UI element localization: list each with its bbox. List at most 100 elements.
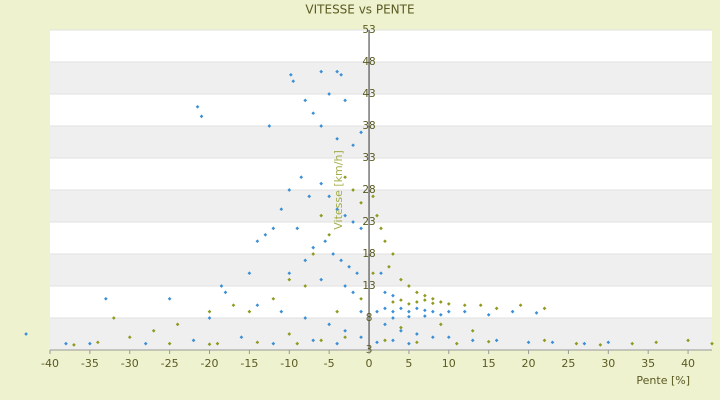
point [710, 341, 714, 346]
point [143, 341, 148, 346]
point [351, 143, 355, 148]
point [534, 311, 539, 315]
point [343, 98, 347, 103]
point [391, 338, 395, 343]
point [247, 309, 252, 314]
point [391, 316, 395, 320]
point [335, 309, 339, 314]
point [470, 338, 475, 343]
grid-band [50, 126, 712, 158]
point [335, 207, 339, 212]
x-tick-label: -15 [240, 357, 258, 370]
point [462, 309, 467, 314]
x-tick-label: 5 [405, 357, 412, 370]
point [72, 343, 76, 347]
point [175, 322, 180, 327]
point [215, 341, 220, 346]
point [343, 213, 347, 218]
point [407, 309, 411, 314]
point [446, 309, 451, 314]
point [438, 300, 443, 304]
point [407, 314, 411, 319]
point [239, 335, 244, 340]
point [399, 325, 403, 330]
point [407, 341, 411, 346]
x-tick-label: 30 [601, 357, 615, 370]
point [359, 200, 363, 205]
point [526, 340, 531, 345]
point [111, 316, 116, 320]
y-tick-label: 53 [362, 24, 375, 36]
point [423, 293, 427, 298]
point [311, 111, 316, 116]
point [486, 339, 491, 344]
point [271, 341, 276, 346]
point [167, 341, 172, 346]
point [478, 303, 483, 308]
point [319, 338, 324, 343]
grid-band [50, 62, 712, 94]
point [255, 303, 260, 308]
point [255, 239, 260, 244]
grid-band [50, 254, 712, 286]
point [335, 341, 339, 346]
point [598, 343, 603, 347]
point [399, 328, 403, 333]
point [167, 296, 172, 301]
point [331, 252, 335, 256]
x-tick-label: 35 [641, 357, 655, 370]
point [415, 290, 419, 295]
point [279, 207, 284, 212]
point [387, 264, 391, 269]
point [319, 124, 324, 128]
point [327, 194, 331, 199]
point [255, 340, 260, 345]
y-tick-label: 28 [362, 184, 375, 196]
point [223, 290, 228, 295]
point [375, 213, 379, 218]
x-tick-label: -5 [324, 357, 335, 370]
point [207, 309, 212, 314]
x-tick-label: -10 [280, 357, 298, 370]
x-tick-label: 10 [442, 357, 456, 370]
point [351, 188, 355, 192]
x-tick-label: 20 [522, 357, 536, 370]
point [271, 226, 276, 231]
point [343, 175, 347, 180]
point [295, 226, 300, 231]
point [103, 296, 108, 301]
point [287, 277, 292, 282]
point [431, 301, 435, 306]
point [391, 300, 395, 304]
point [399, 298, 403, 302]
point [279, 309, 284, 314]
point [271, 296, 276, 301]
point [359, 309, 363, 314]
point [415, 300, 419, 304]
point [327, 322, 331, 327]
point [686, 338, 690, 343]
x-tick-label: 25 [561, 357, 575, 370]
grid-band [50, 190, 712, 222]
point [299, 175, 304, 180]
point [375, 309, 379, 314]
point [582, 341, 587, 346]
point [438, 312, 443, 317]
point [574, 341, 579, 346]
point [311, 245, 316, 250]
point [319, 213, 324, 218]
point [96, 340, 100, 345]
point [431, 335, 435, 340]
point [199, 114, 204, 119]
point [391, 293, 395, 298]
point [446, 335, 451, 340]
point [295, 341, 300, 346]
point [606, 340, 611, 345]
point [347, 264, 351, 269]
point [247, 271, 252, 276]
point [335, 136, 339, 141]
point [391, 252, 395, 256]
x-tick-label: -25 [161, 357, 179, 370]
point [359, 296, 363, 301]
point [263, 232, 268, 237]
